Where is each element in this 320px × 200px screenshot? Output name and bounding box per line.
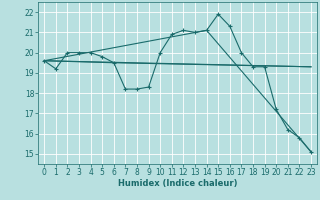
X-axis label: Humidex (Indice chaleur): Humidex (Indice chaleur) [118,179,237,188]
